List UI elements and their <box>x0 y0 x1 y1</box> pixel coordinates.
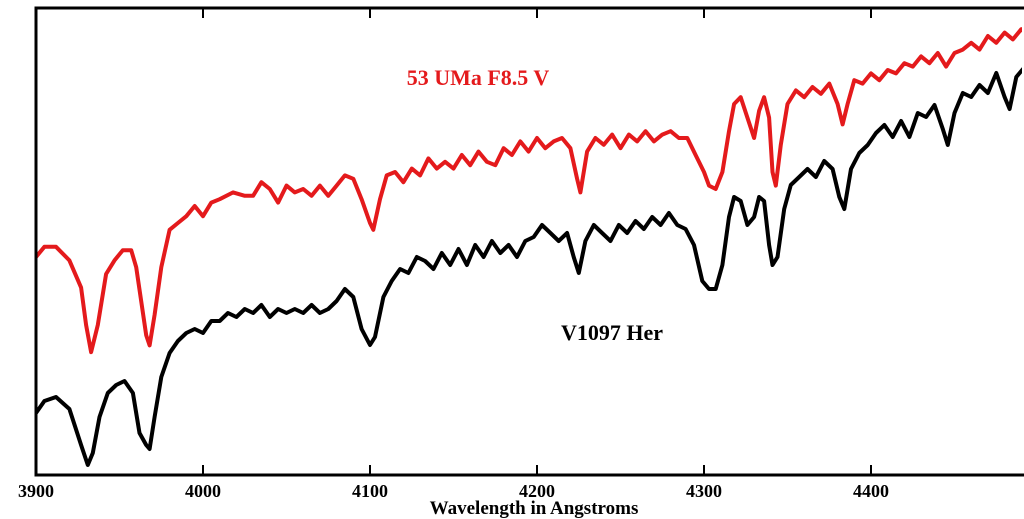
series-line-v1097-her <box>36 67 1022 467</box>
x-tick-label-4200: 4200 <box>519 481 555 501</box>
plot-curves <box>36 27 1022 467</box>
series-label-v1097-her: V1097 Her <box>561 320 663 345</box>
series-line-53-uma <box>36 27 1022 355</box>
x-tick-label-4300: 4300 <box>686 481 722 501</box>
x-axis-title: Wavelength in Angstroms <box>430 498 639 519</box>
series-label-53-uma: 53 UMa F8.5 V <box>407 65 550 90</box>
x-axis-tick-labels: 3900 4000 4100 4200 4300 4400 <box>18 481 889 501</box>
x-tick-label-4400: 4400 <box>853 481 889 501</box>
x-tick-label-3900: 3900 <box>18 481 54 501</box>
x-axis-ticks <box>35 8 872 475</box>
x-tick-label-4000: 4000 <box>185 481 221 501</box>
x-tick-label-4100: 4100 <box>352 481 388 501</box>
